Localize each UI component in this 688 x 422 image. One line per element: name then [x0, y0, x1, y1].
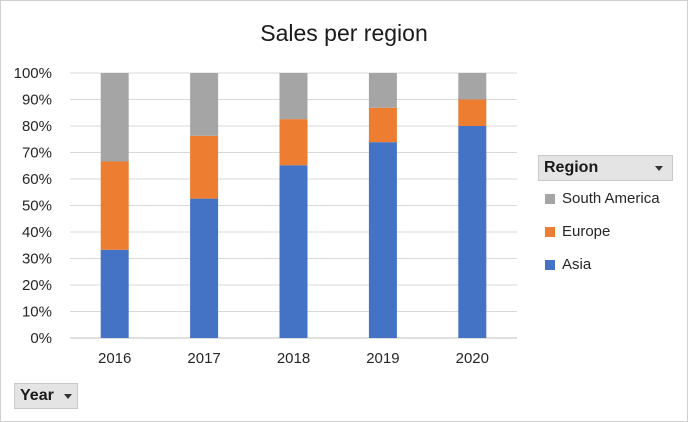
- y-tick-label: 80%: [22, 118, 52, 135]
- x-tick-label: 2016: [98, 350, 131, 367]
- legend-item-asia: Asia: [545, 256, 591, 273]
- bar-europe: [279, 119, 308, 166]
- x-tick-label: 2019: [366, 350, 399, 367]
- legend-item-europe: Europe: [545, 223, 610, 240]
- y-tick-label: 10%: [22, 304, 52, 321]
- bar-europe: [368, 107, 397, 143]
- bar-south-america: [190, 73, 219, 136]
- bar-south-america: [458, 73, 487, 100]
- y-tick-label: 100%: [14, 65, 52, 82]
- legend-swatch-asia: [545, 259, 555, 270]
- legend-swatch-europe: [545, 226, 555, 237]
- chart-title: Sales per region: [260, 20, 428, 46]
- dropdown-arrow-icon[interactable]: [655, 165, 663, 171]
- region-filter-button[interactable]: Region: [538, 155, 673, 181]
- legend-label-south-america: South America: [562, 190, 660, 207]
- y-tick-label: 50%: [22, 198, 52, 215]
- bar-europe: [100, 161, 129, 250]
- bar-europe: [190, 135, 219, 199]
- x-tick-label: 2017: [187, 350, 220, 367]
- x-tick-label: 2018: [277, 350, 310, 367]
- x-tick-label: 2020: [456, 350, 489, 367]
- y-tick-label: 70%: [22, 145, 52, 162]
- year-filter-label: Year: [20, 387, 54, 404]
- dropdown-arrow-icon[interactable]: [64, 393, 72, 399]
- y-tick-label: 90%: [22, 92, 52, 109]
- bar-south-america: [100, 73, 129, 162]
- bar-europe: [458, 99, 487, 126]
- y-tick-label: 40%: [22, 224, 52, 241]
- bar-asia: [100, 249, 129, 338]
- legend-label-europe: Europe: [562, 223, 611, 240]
- year-filter-button[interactable]: Year: [14, 383, 78, 409]
- y-tick-label: 60%: [22, 171, 52, 188]
- bar-south-america: [279, 73, 308, 120]
- bar-asia: [368, 142, 397, 338]
- legend-label-asia: Asia: [562, 256, 592, 273]
- bar-asia: [279, 165, 308, 338]
- bar-south-america: [368, 73, 397, 108]
- legend-item-south-america: South America: [545, 190, 660, 207]
- y-tick-label: 30%: [22, 251, 52, 268]
- y-tick-label: 20%: [22, 277, 52, 294]
- legend-swatch-south-america: [545, 193, 555, 204]
- region-filter-label: Region: [544, 159, 599, 176]
- bar-asia: [458, 126, 487, 338]
- bar-asia: [190, 198, 219, 338]
- y-tick-label: 0%: [30, 330, 52, 347]
